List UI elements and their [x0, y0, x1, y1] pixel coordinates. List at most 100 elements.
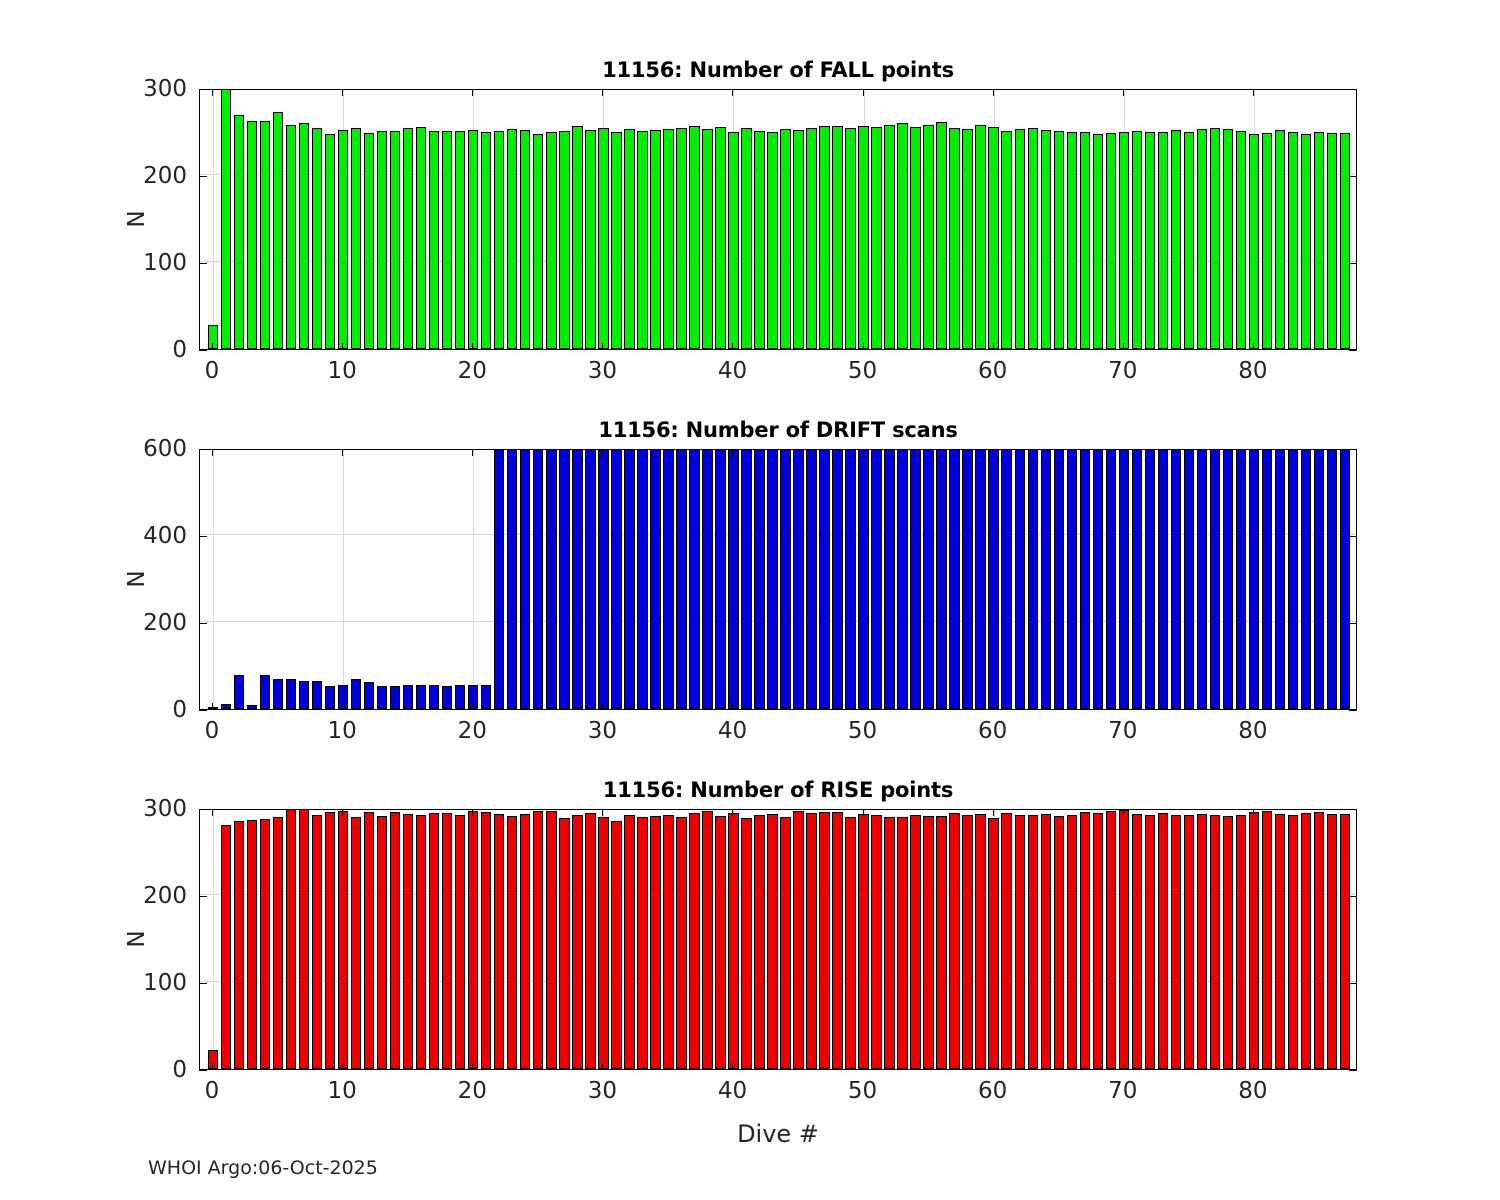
bar — [402, 814, 414, 1069]
x-tick-mark — [212, 1063, 213, 1070]
gridline-horizontal — [200, 534, 1356, 535]
bar — [1209, 814, 1221, 1069]
x-tick-mark — [342, 703, 344, 710]
y-axis-label: N — [124, 209, 150, 228]
bar — [285, 810, 297, 1069]
bar — [350, 816, 362, 1069]
y-tick-mark-right — [1349, 983, 1357, 984]
bar — [884, 125, 895, 349]
plot-area-fall — [199, 89, 1357, 350]
bar — [272, 679, 284, 709]
bar — [1170, 450, 1182, 709]
y-tick-mark-right — [1349, 1070, 1357, 1071]
bar — [598, 128, 609, 349]
bar — [689, 126, 700, 349]
bar — [494, 814, 505, 1069]
bar — [546, 131, 557, 349]
x-tick-mark-top — [602, 449, 604, 456]
x-tick-mark-top — [992, 809, 994, 816]
bar — [1222, 815, 1234, 1069]
y-tick-mark — [199, 896, 207, 897]
bar — [1326, 450, 1338, 709]
bar — [884, 816, 895, 1069]
y-tick-mark — [199, 809, 207, 810]
x-tick-mark-top — [472, 809, 474, 816]
gridline-vertical — [213, 90, 214, 349]
bar — [624, 450, 635, 709]
bar — [1196, 450, 1208, 709]
bar — [598, 450, 609, 709]
x-tick-mark-top — [732, 89, 734, 96]
bar — [754, 130, 765, 349]
bar — [936, 450, 947, 709]
bar — [415, 127, 427, 349]
bar — [402, 685, 414, 709]
x-tick-mark-top — [862, 89, 864, 96]
bar — [975, 814, 986, 1069]
bar — [624, 128, 635, 349]
bar — [468, 129, 479, 349]
bar — [442, 130, 453, 349]
x-tick-mark-top — [732, 449, 734, 456]
bar — [897, 450, 908, 709]
bar — [728, 450, 739, 709]
bar — [767, 450, 778, 709]
bar — [1222, 450, 1234, 709]
bar — [207, 1049, 219, 1069]
x-tick-label: 20 — [457, 358, 487, 384]
bar — [923, 450, 934, 709]
y-tick-mark — [199, 1070, 207, 1071]
bar — [428, 130, 440, 349]
bar — [246, 704, 258, 709]
bar — [884, 450, 895, 709]
bar — [389, 685, 401, 709]
x-tick-mark — [602, 703, 604, 710]
bar — [975, 450, 986, 709]
bar — [285, 678, 297, 709]
bar — [988, 127, 999, 349]
bar — [220, 703, 232, 709]
bar — [389, 130, 401, 349]
x-tick-mark-top — [472, 449, 474, 456]
bar — [702, 128, 713, 349]
bar — [507, 815, 518, 1069]
x-tick-mark — [472, 1063, 474, 1070]
x-tick-mark-top — [212, 449, 213, 456]
bar — [442, 685, 453, 709]
bar — [520, 814, 531, 1069]
bar — [936, 815, 947, 1069]
bar — [298, 810, 310, 1069]
bar — [428, 813, 440, 1069]
bar — [1287, 450, 1299, 709]
bar — [246, 121, 258, 349]
bar — [1313, 450, 1325, 709]
panel-title-rise: 11156: Number of RISE points — [602, 778, 954, 802]
x-tick-mark — [342, 1063, 344, 1070]
footer-credit: WHOI Argo:06-Oct-2025 — [148, 1157, 378, 1179]
bar — [585, 129, 596, 349]
gridline-horizontal — [200, 261, 1356, 262]
x-tick-mark-top — [212, 809, 213, 816]
panel-title-fall: 11156: Number of FALL points — [602, 58, 954, 82]
bar — [1313, 131, 1325, 349]
bar — [572, 450, 583, 709]
x-tick-label: 60 — [978, 358, 1008, 384]
x-tick-mark — [992, 703, 994, 710]
bar — [910, 814, 921, 1069]
y-tick-label: 100 — [143, 970, 187, 996]
bar — [910, 127, 921, 349]
bar — [246, 820, 258, 1069]
x-tick-mark — [862, 343, 864, 350]
bar — [1274, 129, 1286, 349]
bar — [1053, 815, 1064, 1069]
bar — [832, 450, 843, 709]
plot-area-rise — [199, 809, 1357, 1070]
x-tick-mark — [992, 343, 994, 350]
bar — [819, 450, 830, 709]
x-tick-mark — [472, 703, 474, 710]
bar — [1092, 813, 1103, 1069]
bar — [520, 129, 531, 349]
y-axis-label: N — [124, 929, 150, 948]
bar — [1053, 450, 1064, 709]
x-tick-label: 60 — [978, 1078, 1008, 1104]
